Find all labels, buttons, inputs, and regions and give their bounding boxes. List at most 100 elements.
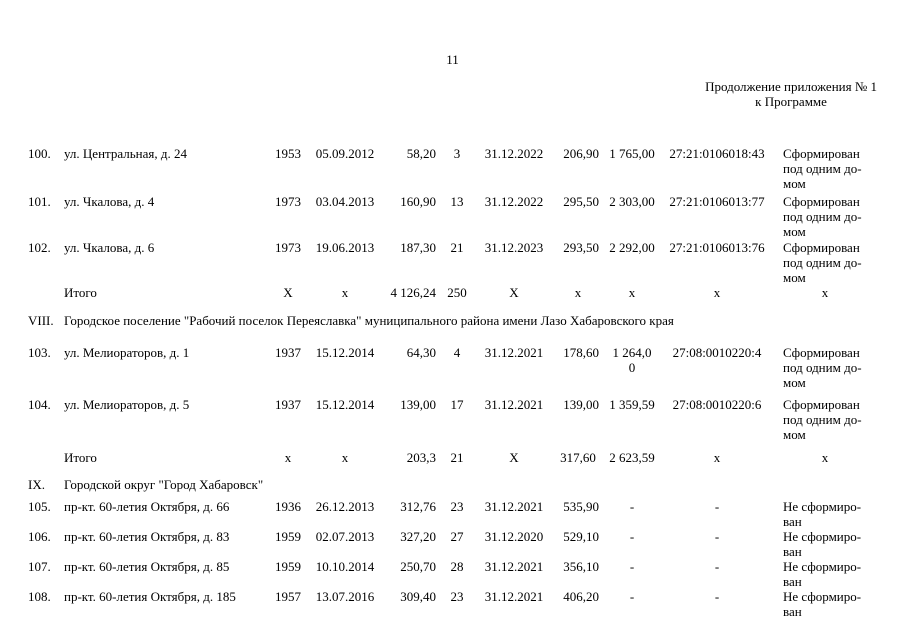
land-status-cell: Не сформиро- ван [783, 499, 862, 529]
date-cell: 13.07.2016 [315, 589, 375, 604]
count-cell: 3 [453, 146, 461, 161]
address-cell: Итого [64, 285, 97, 300]
count-cell: 23 [450, 499, 464, 514]
year-cell: 1936 [275, 499, 301, 514]
land-status-cell: x [821, 285, 829, 300]
year-cell: 1973 [275, 240, 301, 255]
plan-date-cell: 31.12.2021 [484, 589, 544, 604]
value2-cell: 1 765,00 [609, 146, 655, 161]
area-cell: 250,70 [400, 559, 436, 574]
program-table: 100. ул. Центральная, д. 24 1953 05.09.2012… [28, 146, 877, 619]
count-cell: 28 [450, 559, 464, 574]
land-status-cell: Сформирован под одним до- мом [783, 397, 862, 442]
row-number-cell: 104. [28, 397, 51, 412]
section-title-cell: Городское поселение "Рабочий поселок Пер… [64, 313, 674, 328]
table-row: 103. ул. Мелиораторов, д. 1 1937 15.12.2014… [28, 345, 877, 397]
table-row: 105. пр-кт. 60-летия Октября, д. 66 1936 26… [28, 499, 877, 529]
row-number-cell: 105. [28, 499, 51, 514]
address-cell: ул. Чкалова, д. 4 [64, 194, 155, 209]
appendix-line-2: к Программе [755, 94, 827, 109]
plan-date-cell: 31.12.2021 [484, 499, 544, 514]
year-cell: 1957 [275, 589, 301, 604]
value1-cell: 293,50 [563, 240, 599, 255]
count-cell: 4 [453, 345, 461, 360]
year-cell: 1937 [275, 345, 301, 360]
year-cell: 1973 [275, 194, 301, 209]
land-status-cell: Сформирован под одним до- мом [783, 240, 862, 285]
address-cell: пр-кт. 60-летия Октября, д. 83 [64, 529, 230, 544]
count-cell: 250 [447, 285, 467, 300]
cadastral-number-cell: 27:08:0010220:4 [672, 345, 762, 360]
count-cell: 21 [450, 450, 464, 465]
cadastral-number-cell: 27:21:0106013:76 [669, 240, 765, 255]
land-status-cell: Сформирован под одним до- мом [783, 146, 862, 191]
cadastral-number-cell: - [714, 529, 720, 544]
address-cell: ул. Мелиораторов, д. 1 [64, 345, 190, 360]
area-cell: 327,20 [400, 529, 436, 544]
year-cell: 1959 [275, 559, 301, 574]
cadastral-number-cell: - [714, 589, 720, 604]
count-cell: 17 [450, 397, 464, 412]
year-cell: 1953 [275, 146, 301, 161]
value1-cell: 295,50 [563, 194, 599, 209]
value1-cell: 406,20 [563, 589, 599, 604]
address-cell: пр-кт. 60-летия Октября, д. 185 [64, 589, 236, 604]
cadastral-number-cell: 27:21:0106018:43 [669, 146, 765, 161]
land-status-cell: Сформирован под одним до- мом [783, 194, 862, 239]
cadastral-number-cell: 27:21:0106013:77 [669, 194, 765, 209]
area-cell: 187,30 [400, 240, 436, 255]
date-cell: x [341, 285, 349, 300]
land-status-cell: Сформирован под одним до- мом [783, 345, 862, 390]
value2-cell: - [629, 499, 635, 514]
count-cell: 21 [450, 240, 464, 255]
value1-cell: 139,00 [563, 397, 599, 412]
table-row: 102. ул. Чкалова, д. 6 1973 19.06.2013 187,3… [28, 240, 877, 285]
value1-cell: x [574, 285, 582, 300]
land-status-cell: Не сформиро- ван [783, 559, 862, 589]
table-row: 100. ул. Центральная, д. 24 1953 05.09.2012… [28, 146, 877, 194]
area-cell: 4 126,24 [390, 285, 437, 300]
value1-cell: 206,90 [563, 146, 599, 161]
row-number-cell: 107. [28, 559, 51, 574]
value2-cell: 1 264,0 0 [612, 345, 652, 375]
area-cell: 139,00 [400, 397, 436, 412]
count-cell: 27 [450, 529, 464, 544]
date-cell: 05.09.2012 [315, 146, 375, 161]
area-cell: 160,90 [400, 194, 436, 209]
cadastral-number-cell: - [714, 559, 720, 574]
value2-cell: - [629, 589, 635, 604]
table-row: 104. ул. Мелиораторов, д. 5 1937 15.12.2014… [28, 397, 877, 450]
value1-cell: 356,10 [563, 559, 599, 574]
plan-date-cell: 31.12.2023 [484, 240, 544, 255]
value1-cell: 178,60 [563, 345, 599, 360]
section-header-row: VIII. Городское поселение "Рабочий посело… [28, 313, 877, 345]
address-cell: ул. Центральная, д. 24 [64, 146, 187, 161]
cadastral-number-cell: 27:08:0010220:6 [672, 397, 762, 412]
value2-cell: 1 359,59 [609, 397, 655, 412]
address-cell: Итого [64, 450, 97, 465]
plan-date-cell: 31.12.2021 [484, 559, 544, 574]
value2-cell: 2 303,00 [609, 194, 655, 209]
date-cell: 15.12.2014 [315, 345, 375, 360]
date-cell: 10.10.2014 [315, 559, 375, 574]
row-number-cell [28, 285, 62, 313]
cadastral-number-cell: x [713, 450, 721, 465]
row-number-cell: 108. [28, 589, 51, 604]
row-number-cell: 100. [28, 146, 51, 161]
row-number-cell [28, 450, 62, 477]
value1-cell: 529,10 [563, 529, 599, 544]
address-cell: пр-кт. 60-летия Октября, д. 66 [64, 499, 230, 514]
table-row: 106. пр-кт. 60-летия Октября, д. 83 1959 02… [28, 529, 877, 559]
year-cell: X [283, 285, 293, 300]
date-cell: x [341, 450, 349, 465]
row-number-cell: 106. [28, 529, 51, 544]
value2-cell: 2 623,59 [609, 450, 655, 465]
year-cell: 1959 [275, 529, 301, 544]
section-number-cell: IX. [28, 477, 45, 492]
plan-date-cell: X [509, 285, 519, 300]
page-number: 11 [446, 52, 459, 67]
table-row: 101. ул. Чкалова, д. 4 1973 03.04.2013 160,9… [28, 194, 877, 240]
table-row: 107. пр-кт. 60-летия Октября, д. 85 1959 10… [28, 559, 877, 589]
